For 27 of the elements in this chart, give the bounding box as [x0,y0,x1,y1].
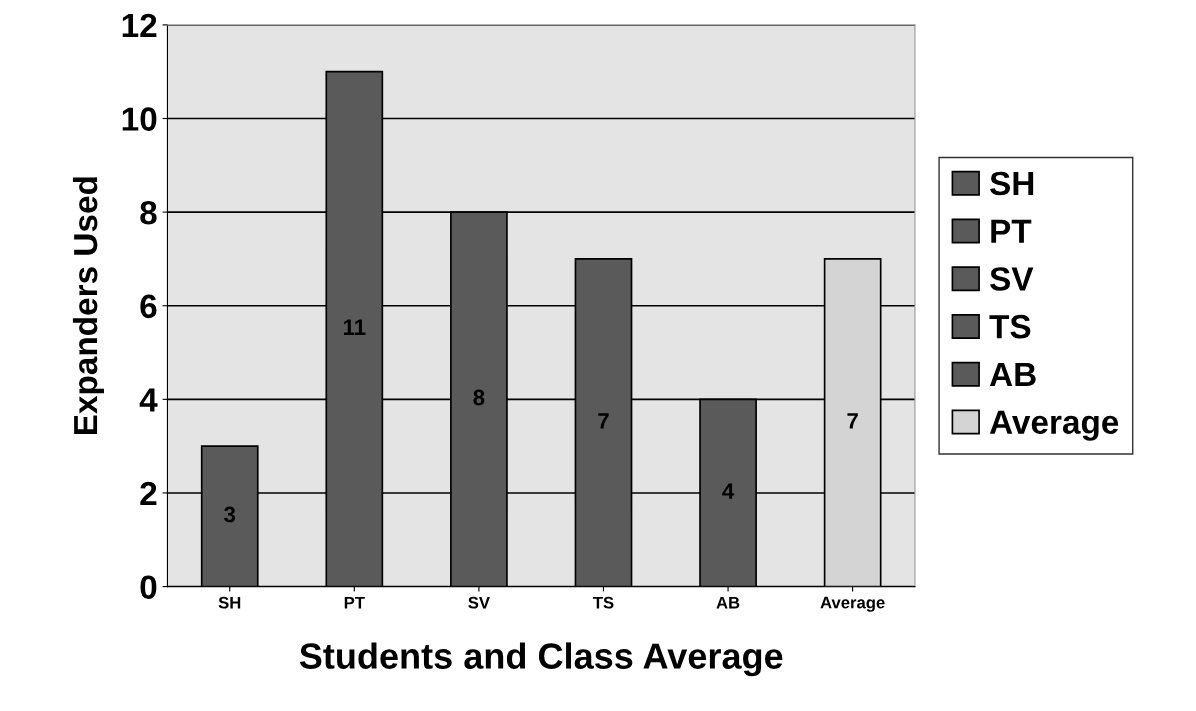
y-tick-label: 8 [140,200,157,225]
y-axis-title: Expanders Used [72,177,104,435]
y-tick-label: 2 [140,481,157,506]
x-tick-label: AB [716,596,740,609]
legend-label: SH [990,171,1034,196]
x-tick-label: Average [820,596,885,612]
x-tick-label: SH [218,596,241,609]
legend-label: Average [989,410,1119,441]
y-tick-label: 4 [139,388,158,412]
data-label: 7 [847,413,858,429]
y-tick-label: 0 [140,575,157,599]
data-label: 8 [473,389,485,406]
x-tick-label: TS [593,596,614,609]
legend-label: SV [990,267,1034,291]
y-tick-label: 12 [122,13,157,37]
legend-label: PT [991,219,1032,243]
x-tick-label: PT [344,596,365,609]
legend-label: AB [989,362,1036,386]
data-label: 3 [224,506,236,523]
y-tick-label: 6 [140,294,157,319]
data-label: 7 [598,413,609,429]
legend-label: TS [989,314,1031,339]
data-label: 11 [343,319,366,335]
x-tick-label: SV [468,596,490,609]
x-axis-title: Students and Class Average [299,642,783,677]
y-tick-label: 10 [122,107,157,131]
data-label: 4 [722,483,735,499]
